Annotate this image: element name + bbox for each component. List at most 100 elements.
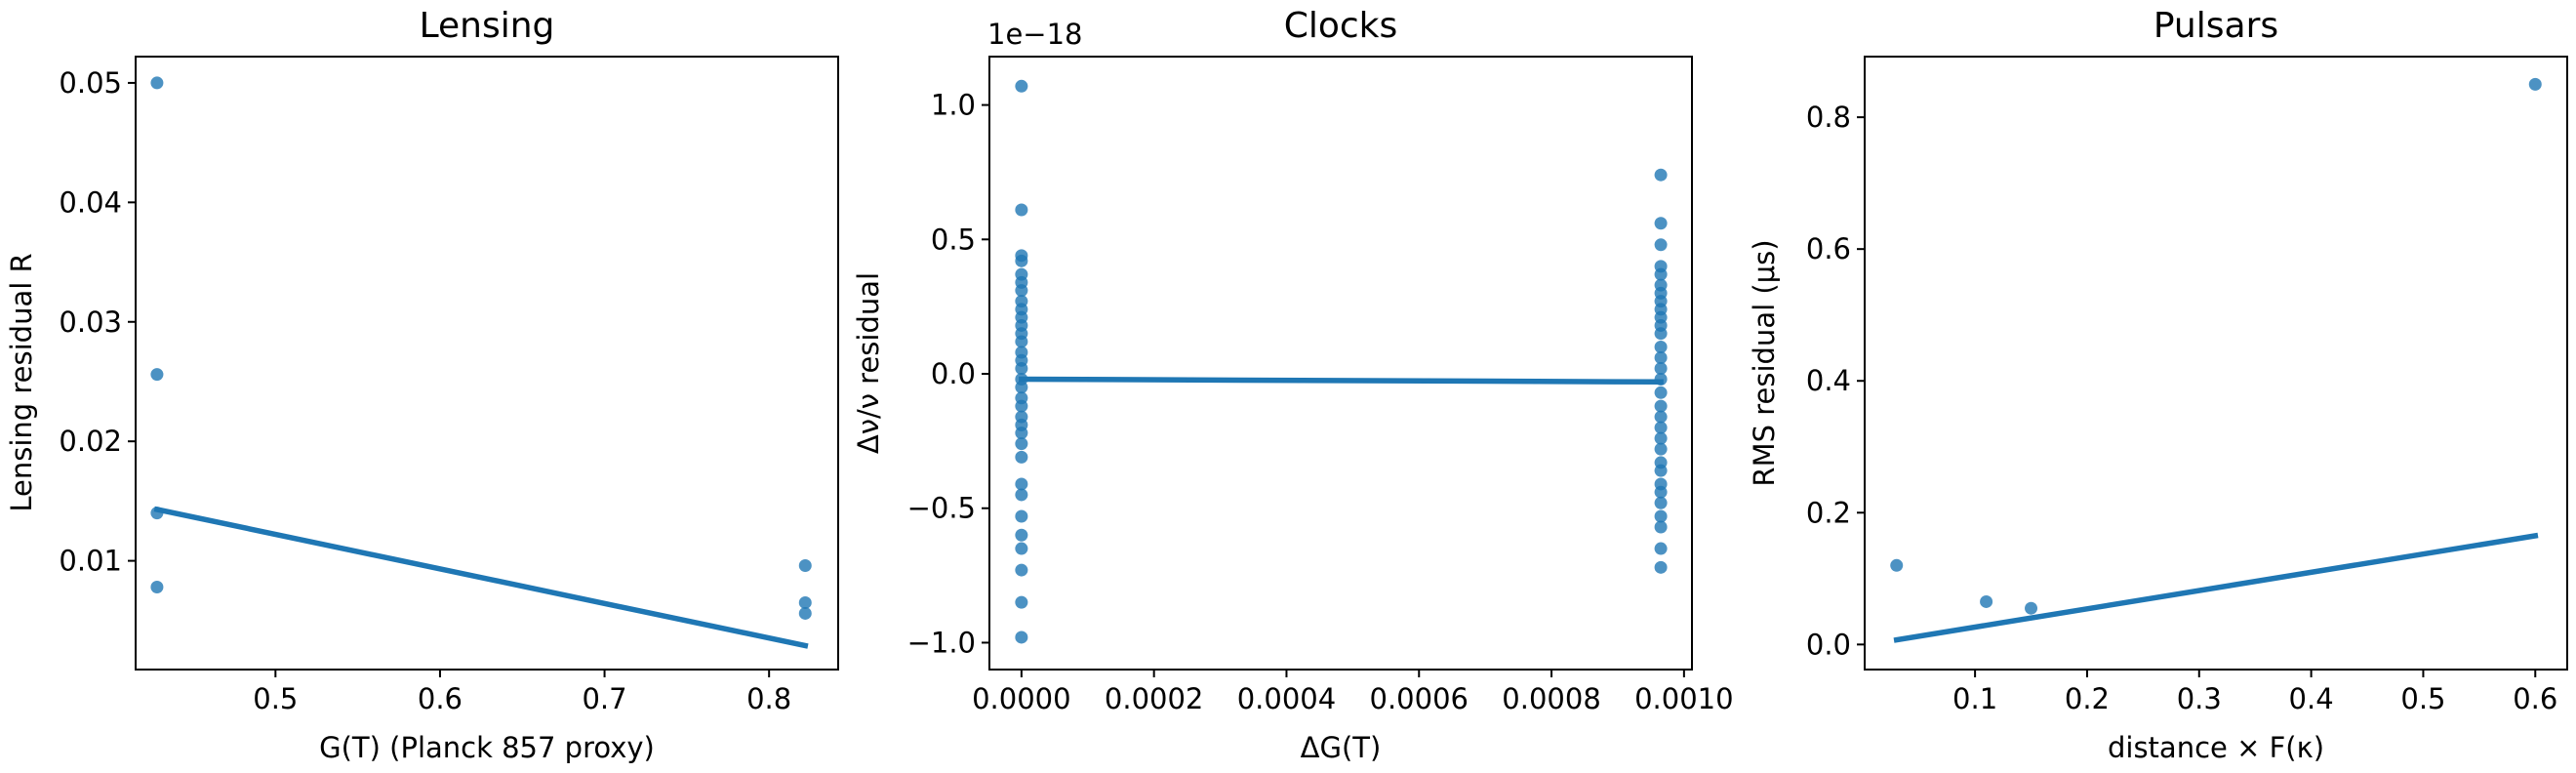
x-tick-label: 0.3 (2177, 682, 2222, 715)
fit-line (1893, 532, 2539, 643)
y-tick-label: 0.03 (59, 305, 122, 339)
scatter-point (1654, 485, 1668, 499)
scatter-point (1015, 437, 1028, 451)
scatter-point (1654, 399, 1668, 413)
y-tick-label: 0.05 (59, 66, 122, 100)
scatter-point (1015, 381, 1028, 394)
y-tick-label: 0.0 (931, 357, 976, 390)
panel-pulsars: Pulsars distance × F(κ) RMS residual (μs… (1748, 6, 2568, 764)
scatter-point (1654, 362, 1668, 376)
scatter-point (1654, 560, 1668, 574)
y-tick-label: 0.6 (1806, 232, 1851, 265)
scatter-point (1654, 421, 1668, 434)
scatter-point (1654, 217, 1668, 230)
x-tick-label: 0.2 (2065, 682, 2110, 715)
y-axis-label: RMS residual (μs) (1748, 239, 1781, 486)
x-axis-label: ΔG(T) (1301, 731, 1382, 764)
x-tick-label: 0.4 (2289, 682, 2334, 715)
scatter-point (1654, 496, 1668, 509)
data-marks (150, 76, 812, 649)
x-tick-label: 0.6 (2513, 682, 2557, 715)
axes-frame (988, 56, 1693, 671)
scatter-point (1015, 203, 1028, 217)
scatter-point (1015, 509, 1028, 523)
panel-clocks: Clocks ΔG(T) Δν/ν residual 1e−18 0.0000 0… (852, 6, 1734, 764)
x-tick-label: 0.0000 (972, 682, 1070, 715)
scatter-point (1654, 168, 1668, 182)
data-marks (1015, 79, 1668, 644)
scatter-point (1654, 238, 1668, 252)
axes-frame (1864, 56, 2568, 671)
x-tick-label: 0.0008 (1502, 682, 1600, 715)
panel-lensing: Lensing G(T) (Planck 857 proxy) Lensing … (5, 6, 839, 764)
scatter-point (150, 368, 164, 382)
x-tick-label: 0.5 (253, 682, 298, 715)
scatter-point (1015, 79, 1028, 93)
x-tick-label: 0.0002 (1105, 682, 1203, 715)
scatter-point (1015, 563, 1028, 577)
scatter-point (798, 595, 812, 609)
scatter-point (1015, 595, 1028, 609)
panel-title: Lensing (420, 6, 555, 46)
panel-title: Clocks (1284, 6, 1398, 46)
y-tick-label: 0.5 (931, 223, 976, 256)
x-axis-label: G(T) (Planck 857 proxy) (319, 731, 655, 764)
data-marks (1890, 77, 2542, 643)
scatter-point (150, 581, 164, 594)
scatter-point (1015, 335, 1028, 348)
y-tick-label: 0.01 (59, 545, 122, 578)
x-axis-label: distance × F(κ) (2108, 731, 2324, 764)
y-tick-label: 0.4 (1806, 364, 1851, 397)
scatter-point (1015, 427, 1028, 440)
y-offset-label: 1e−18 (987, 18, 1083, 51)
scatter-point (1980, 594, 1993, 608)
x-tick-label: 0.8 (746, 682, 791, 715)
scatter-point (2528, 77, 2542, 91)
y-tick-label: 0.0 (1806, 628, 1851, 661)
scatter-point (1654, 386, 1668, 399)
scatter-point (1015, 284, 1028, 298)
fit-line (1019, 376, 1664, 386)
scatter-point (1654, 410, 1668, 424)
x-tick-label: 0.0006 (1370, 682, 1469, 715)
scatter-point (1654, 542, 1668, 555)
y-axis-label: Lensing residual R (5, 253, 38, 511)
scatter-point (1015, 488, 1028, 502)
scatter-point (1654, 442, 1668, 456)
scatter-point (1015, 477, 1028, 491)
scatter-point (1015, 254, 1028, 267)
scatter-point (1654, 431, 1668, 445)
axes-frame (135, 56, 839, 671)
y-tick-label: 1.0 (931, 89, 976, 122)
x-tick-label: 0.7 (582, 682, 626, 715)
y-axis-label: Δν/ν residual (852, 272, 885, 454)
x-tick-label: 0.0010 (1634, 682, 1733, 715)
y-tick-label: 0.8 (1806, 101, 1851, 134)
scatter-point (1654, 350, 1668, 364)
y-tick-label: 0.2 (1806, 496, 1851, 529)
scatter-point (1654, 327, 1668, 341)
y-tick-label: 0.04 (59, 185, 122, 219)
scatter-point (1015, 399, 1028, 413)
y-tick-label: −1.0 (907, 626, 976, 659)
x-tick-label: 0.6 (418, 682, 463, 715)
scatter-point (1015, 362, 1028, 376)
scatter-point (798, 558, 812, 572)
scatter-point (1015, 631, 1028, 644)
scatter-point (150, 76, 164, 90)
scatter-point (1654, 464, 1668, 477)
scatter-point (1654, 520, 1668, 534)
scatter-point (1015, 528, 1028, 542)
fit-line (153, 506, 809, 649)
panel-title: Pulsars (2153, 6, 2278, 46)
scatter-point (798, 606, 812, 620)
scatter-point (1654, 509, 1668, 523)
y-tick-label: 0.02 (59, 425, 122, 458)
scatter-point (1015, 542, 1028, 555)
x-tick-label: 0.1 (1952, 682, 1997, 715)
scatter-point (1890, 558, 1904, 572)
scatter-point (1015, 450, 1028, 464)
x-tick-label: 0.5 (2400, 682, 2445, 715)
scatter-point (1654, 340, 1668, 353)
